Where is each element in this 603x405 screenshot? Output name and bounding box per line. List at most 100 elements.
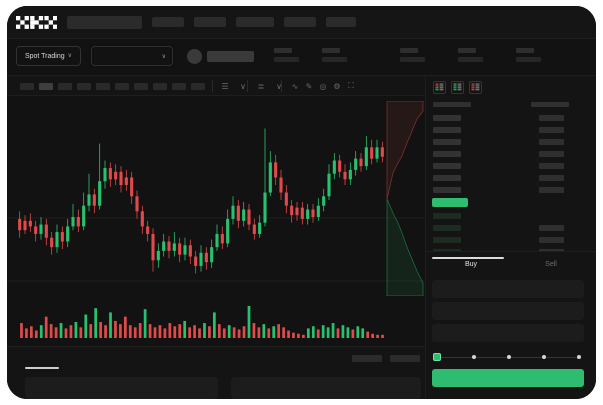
- volume-bar: [188, 327, 191, 338]
- timeframe-chip-7[interactable]: [153, 83, 167, 90]
- orderbook-both-icon[interactable]: [433, 81, 446, 94]
- candle-body: [60, 232, 64, 242]
- slider-handle[interactable]: [433, 353, 441, 361]
- candle-body: [162, 241, 166, 251]
- settings-gear-icon[interactable]: ⚙: [333, 81, 341, 91]
- timeframe-chip-3[interactable]: [77, 83, 91, 90]
- timeframe-chip-9[interactable]: [191, 83, 205, 90]
- orderbook-bid-amount-1[interactable]: [539, 225, 564, 231]
- volume-bar: [321, 325, 325, 338]
- volume-bar: [237, 329, 241, 338]
- volume-bar: [20, 323, 23, 338]
- amount-percent-slider[interactable]: [433, 352, 583, 362]
- volume-bar: [242, 326, 246, 338]
- nav-item-0[interactable]: [152, 17, 184, 27]
- volume-bar: [143, 309, 147, 338]
- trading-pair-select[interactable]: ∨: [91, 46, 173, 66]
- volume-bar: [267, 328, 271, 338]
- timeframe-chip-8[interactable]: [172, 83, 186, 90]
- order-price-field[interactable]: [432, 280, 584, 298]
- candle-body: [215, 233, 219, 248]
- orderbook-asks-icon[interactable]: [469, 81, 482, 94]
- orderbook-ask-price-4[interactable]: [433, 163, 461, 169]
- compare-icon[interactable]: ≣: [257, 81, 265, 91]
- spot-trading-dropdown[interactable]: Spot Trading ∨: [16, 46, 81, 66]
- timeframe-chip-0[interactable]: [20, 83, 34, 90]
- candle-body: [311, 209, 315, 218]
- bottom-action-1[interactable]: [390, 355, 420, 362]
- volume-bar: [25, 328, 28, 338]
- chevron-down-icon[interactable]: ∨: [240, 81, 246, 91]
- orderbook-ask-amount-3[interactable]: [539, 151, 564, 157]
- bottom-card-1[interactable]: [231, 377, 421, 399]
- line-chart-icon[interactable]: ∿: [291, 81, 299, 91]
- candle-body: [316, 205, 320, 218]
- candle-body: [183, 245, 187, 255]
- orderbook-ask-amount-5[interactable]: [539, 175, 564, 181]
- tab-buy[interactable]: Buy: [464, 261, 478, 268]
- orderbook-ask-price-3[interactable]: [433, 151, 461, 157]
- volume-bar: [163, 328, 167, 338]
- orderbook-ask-amount-0[interactable]: [539, 115, 564, 121]
- candle-body: [380, 147, 384, 157]
- candle-body: [364, 147, 368, 167]
- tab-sell[interactable]: Sell: [545, 261, 557, 268]
- timeframe-chip-6[interactable]: [134, 83, 148, 90]
- okx-logo[interactable]: [16, 16, 57, 29]
- stat-value: [322, 57, 347, 62]
- candle-body: [146, 226, 150, 234]
- timeframe-chip-5[interactable]: [115, 83, 129, 90]
- timeframe-chip-2[interactable]: [58, 83, 72, 90]
- nav-item-4[interactable]: [326, 17, 356, 27]
- orderbook-ask-price-1[interactable]: [433, 127, 461, 133]
- orderbook-ask-amount-2[interactable]: [539, 139, 564, 145]
- candlestick-chart[interactable]: [7, 96, 425, 296]
- bottom-card-0[interactable]: [25, 377, 218, 399]
- orderbook-ask-amount-1[interactable]: [539, 127, 564, 133]
- candle-body: [204, 252, 208, 263]
- candle-body: [236, 205, 240, 221]
- slider-stop-50[interactable]: [507, 355, 511, 359]
- nav-item-1[interactable]: [194, 17, 226, 27]
- volume-bar: [133, 327, 137, 338]
- slider-stop-75[interactable]: [542, 355, 546, 359]
- place-buy-order-button[interactable]: [432, 369, 584, 387]
- stat-block-3: [458, 48, 483, 62]
- candlestick-chart-svg: [7, 128, 425, 282]
- nav-item-2[interactable]: [236, 17, 274, 27]
- orderbook-bids-icon[interactable]: [451, 81, 464, 94]
- orderbook-ask-price-0[interactable]: [433, 115, 461, 121]
- fullscreen-icon[interactable]: ⛶: [348, 81, 354, 90]
- slider-stop-100[interactable]: [577, 355, 581, 359]
- volume-bar: [104, 325, 107, 338]
- candle-body: [39, 224, 43, 234]
- orderbook-bid-price-2[interactable]: [433, 237, 461, 243]
- order-total-field[interactable]: [432, 324, 584, 342]
- order-amount-field[interactable]: [432, 302, 584, 320]
- nav-item-3[interactable]: [284, 17, 316, 27]
- orderbook-ask-price-2[interactable]: [433, 139, 461, 145]
- volume-bar: [232, 327, 236, 338]
- orderbook-ask-price-6[interactable]: [433, 187, 461, 193]
- candle-body: [188, 245, 192, 257]
- volume-bar: [64, 328, 68, 338]
- indicators-icon[interactable]: ☰: [221, 81, 229, 91]
- timeframe-chip-1[interactable]: [39, 83, 53, 90]
- timeframe-chip-4[interactable]: [96, 83, 110, 90]
- orderbook-bid-price-1[interactable]: [433, 225, 461, 231]
- nav-search-placeholder[interactable]: [67, 16, 142, 29]
- orderbook-ask-amount-4[interactable]: [539, 163, 564, 169]
- orderbook-bid-amount-2[interactable]: [539, 237, 564, 243]
- orderbook-ask-price-5[interactable]: [433, 175, 461, 181]
- slider-stop-25[interactable]: [472, 355, 476, 359]
- candle-body: [370, 147, 374, 159]
- volume-bar: [366, 331, 370, 338]
- pencil-icon[interactable]: ✎: [305, 81, 313, 91]
- candle-body: [167, 241, 171, 251]
- chevron-down-icon[interactable]: ∨: [276, 81, 282, 91]
- bottom-action-0[interactable]: [352, 355, 382, 362]
- orderbook-ask-amount-6[interactable]: [539, 187, 564, 193]
- magnet-icon[interactable]: ◎: [319, 81, 327, 91]
- orderbook-bid-price-0[interactable]: [433, 213, 461, 219]
- volume-bar: [109, 312, 112, 338]
